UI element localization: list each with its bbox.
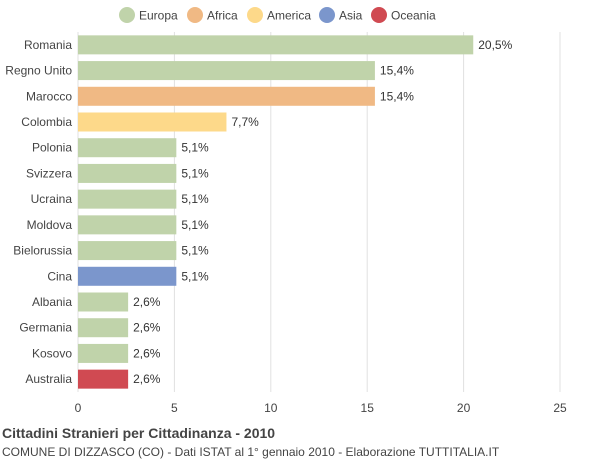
category-label-polonia: Polonia xyxy=(32,141,72,155)
value-label-ucraina: 5,1% xyxy=(181,192,209,206)
value-label-germania: 2,6% xyxy=(133,321,161,335)
category-label-germania: Germania xyxy=(19,321,72,335)
bar-polonia xyxy=(78,138,177,158)
legend-label-africa: Africa xyxy=(207,9,238,23)
value-label-marocco: 15,4% xyxy=(380,89,414,103)
x-axis: 0 5 10 15 20 25 xyxy=(75,401,567,415)
legend-label-oceania: Oceania xyxy=(391,9,436,23)
value-label-moldova: 5,1% xyxy=(181,218,209,232)
legend-marker-oceania xyxy=(371,7,387,23)
legend-marker-africa xyxy=(187,7,203,23)
category-label-bielorussia: Bielorussia xyxy=(13,244,72,258)
bar-albania xyxy=(78,292,129,312)
category-label-ucraina: Ucraina xyxy=(31,192,73,206)
bar-regno-unito xyxy=(78,61,375,81)
bar-chart: Europa Africa America Asia Oceania Romania 20… xyxy=(5,7,567,415)
value-label-svizzera: 5,1% xyxy=(181,166,209,180)
legend: Europa Africa America Asia Oceania xyxy=(119,7,436,23)
bar-cina xyxy=(78,266,177,286)
value-label-polonia: 5,1% xyxy=(181,141,209,155)
x-tick-label-15: 15 xyxy=(361,401,375,415)
category-label-kosovo: Kosovo xyxy=(32,346,72,360)
bar-ucraina xyxy=(78,189,177,209)
bar-australia xyxy=(78,369,129,389)
labels: Romania 20,5% Regno Unito 15,4% Marocco 15,4%… xyxy=(5,38,512,386)
x-tick-label-25: 25 xyxy=(553,401,567,415)
bar-svizzera xyxy=(78,163,177,183)
category-label-regno-unito: Regno Unito xyxy=(5,64,72,78)
category-label-moldova: Moldova xyxy=(27,218,73,232)
bar-romania xyxy=(78,35,474,55)
legend-label-america: America xyxy=(267,9,311,23)
value-label-bielorussia: 5,1% xyxy=(181,244,209,258)
legend-marker-america xyxy=(247,7,263,23)
category-label-romania: Romania xyxy=(24,38,72,52)
bar-marocco xyxy=(78,86,375,106)
category-label-marocco: Marocco xyxy=(26,89,72,103)
category-label-colombia: Colombia xyxy=(21,115,72,129)
legend-marker-europa xyxy=(119,7,135,23)
legend-label-europa: Europa xyxy=(139,9,178,23)
bar-germania xyxy=(78,318,129,338)
bars xyxy=(78,35,474,389)
x-tick-label-5: 5 xyxy=(171,401,178,415)
category-label-cina: Cina xyxy=(47,269,72,283)
legend-marker-asia xyxy=(319,7,335,23)
value-label-regno-unito: 15,4% xyxy=(380,64,414,78)
grid xyxy=(77,32,561,392)
category-label-albania: Albania xyxy=(32,295,72,309)
chart-subtitle: COMUNE DI DIZZASCO (CO) - Dati ISTAT al … xyxy=(2,445,500,459)
x-tick-label-10: 10 xyxy=(264,401,278,415)
x-tick-label-20: 20 xyxy=(457,401,471,415)
category-label-svizzera: Svizzera xyxy=(26,166,72,180)
chart-title: Cittadini Stranieri per Cittadinanza - 2… xyxy=(2,425,276,441)
bar-bielorussia xyxy=(78,241,177,261)
bar-colombia xyxy=(78,112,227,132)
value-label-romania: 20,5% xyxy=(478,38,512,52)
value-label-kosovo: 2,6% xyxy=(133,346,161,360)
x-tick-label-0: 0 xyxy=(75,401,82,415)
bar-moldova xyxy=(78,215,177,235)
value-label-colombia: 7,7% xyxy=(231,115,259,129)
category-label-australia: Australia xyxy=(25,372,72,386)
bar-kosovo xyxy=(78,343,129,363)
value-label-albania: 2,6% xyxy=(133,295,161,309)
legend-label-asia: Asia xyxy=(339,9,363,23)
value-label-australia: 2,6% xyxy=(133,372,161,386)
value-label-cina: 5,1% xyxy=(181,269,209,283)
